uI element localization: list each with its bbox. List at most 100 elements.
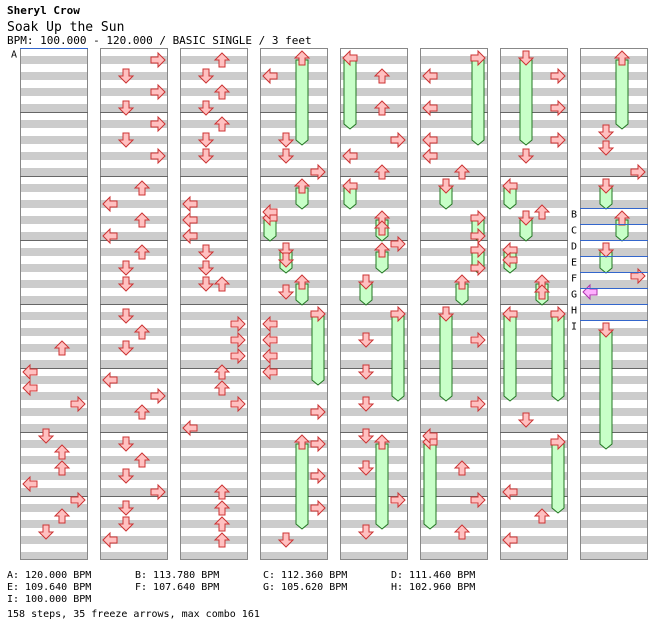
step-arrow (357, 364, 375, 380)
beat-stripe (100, 376, 168, 384)
beat-stripe (340, 472, 408, 480)
step-arrow (550, 131, 566, 149)
beat-stripe (100, 504, 168, 512)
beat-stripe (100, 360, 168, 368)
step-arrow (390, 235, 406, 253)
beat-stripe (100, 488, 168, 496)
beat-stripe (580, 552, 648, 560)
step-arrow (453, 524, 471, 540)
bpm-legend-entry: E: 109.640 BPM (7, 582, 92, 593)
freeze-arrow (391, 315, 405, 402)
beat-stripe (340, 216, 408, 224)
freeze-head-arrow (293, 50, 311, 66)
beat-stripe (20, 104, 88, 112)
bpm-legend-entry: D: 111.460 BPM (391, 570, 476, 581)
beat-stripe (340, 184, 408, 192)
beat-stripe (340, 168, 408, 176)
step-arrow (230, 315, 246, 333)
beat-stripe (580, 248, 648, 256)
chart-info: BPM: 100.000 - 120.000 / BASIC SINGLE / … (7, 34, 312, 47)
beat-stripe (340, 392, 408, 400)
beat-stripe (340, 456, 408, 464)
freeze-arrow (599, 331, 613, 450)
beat-stripe (20, 136, 88, 144)
beat-stripe (260, 152, 328, 160)
beat-stripe (580, 536, 648, 544)
freeze-head-arrow (613, 50, 631, 66)
step-arrow (373, 68, 391, 84)
beat-stripe (100, 72, 168, 80)
freeze-head-arrow (517, 50, 535, 66)
step-arrow (197, 100, 215, 116)
step-arrow (277, 252, 295, 268)
chart-column (420, 48, 488, 560)
freeze-head-arrow (550, 433, 566, 451)
beat-stripe (180, 136, 248, 144)
bpm-change-label: E (571, 258, 577, 269)
step-arrow (117, 500, 135, 516)
beat-stripe (180, 200, 248, 208)
step-arrow (230, 395, 246, 413)
beat-stripe (260, 456, 328, 464)
step-arrow (150, 483, 166, 501)
bpm-change-label: B (571, 210, 577, 221)
step-arrow (102, 227, 118, 245)
chart-column (340, 48, 408, 560)
beat-stripe (180, 296, 248, 304)
beat-stripe (180, 424, 248, 432)
beat-stripe (340, 328, 408, 336)
beat-stripe (260, 280, 328, 288)
beat-stripe (500, 56, 568, 64)
beat-stripe (180, 392, 248, 400)
step-arrow (550, 99, 566, 117)
beat-stripe (500, 168, 568, 176)
beat-stripe (500, 376, 568, 384)
step-arrow (357, 428, 375, 444)
beat-stripe (180, 456, 248, 464)
freeze-arrow (503, 315, 517, 402)
beat-stripe (500, 472, 568, 480)
step-arrow (277, 148, 295, 164)
step-arrow (470, 395, 486, 413)
step-arrow (150, 115, 166, 133)
beat-stripe (260, 88, 328, 96)
step-arrow (150, 147, 166, 165)
beat-stripe (420, 408, 488, 416)
step-arrow (502, 483, 518, 501)
step-arrow (422, 99, 438, 117)
beat-stripe (180, 328, 248, 336)
beat-stripe (500, 248, 568, 256)
beat-stripe (340, 280, 408, 288)
step-arrow (390, 131, 406, 149)
beat-stripe (420, 56, 488, 64)
step-arrow (197, 68, 215, 84)
beat-stripe (180, 120, 248, 128)
beat-stripe (500, 88, 568, 96)
beat-stripe (580, 360, 648, 368)
beat-stripe (500, 264, 568, 272)
beat-stripe (100, 424, 168, 432)
step-arrow (70, 395, 86, 413)
step-arrow (453, 460, 471, 476)
beat-stripe (420, 504, 488, 512)
freeze-arrow (551, 443, 565, 514)
beat-stripe (420, 472, 488, 480)
step-arrow (133, 244, 151, 260)
freeze-arrow (519, 59, 533, 146)
step-arrow (422, 67, 438, 85)
beat-stripe (580, 120, 648, 128)
chart-column (500, 48, 568, 560)
beat-stripe (180, 168, 248, 176)
beat-stripe (100, 88, 168, 96)
beat-stripe (340, 56, 408, 64)
beat-stripe (20, 552, 88, 560)
beat-stripe (420, 136, 488, 144)
beat-stripe (580, 280, 648, 288)
step-arrow (213, 116, 231, 132)
beat-stripe (500, 136, 568, 144)
step-arrow (470, 491, 486, 509)
step-arrow (22, 475, 38, 493)
step-arrow (470, 259, 486, 277)
step-arrow (277, 532, 295, 548)
